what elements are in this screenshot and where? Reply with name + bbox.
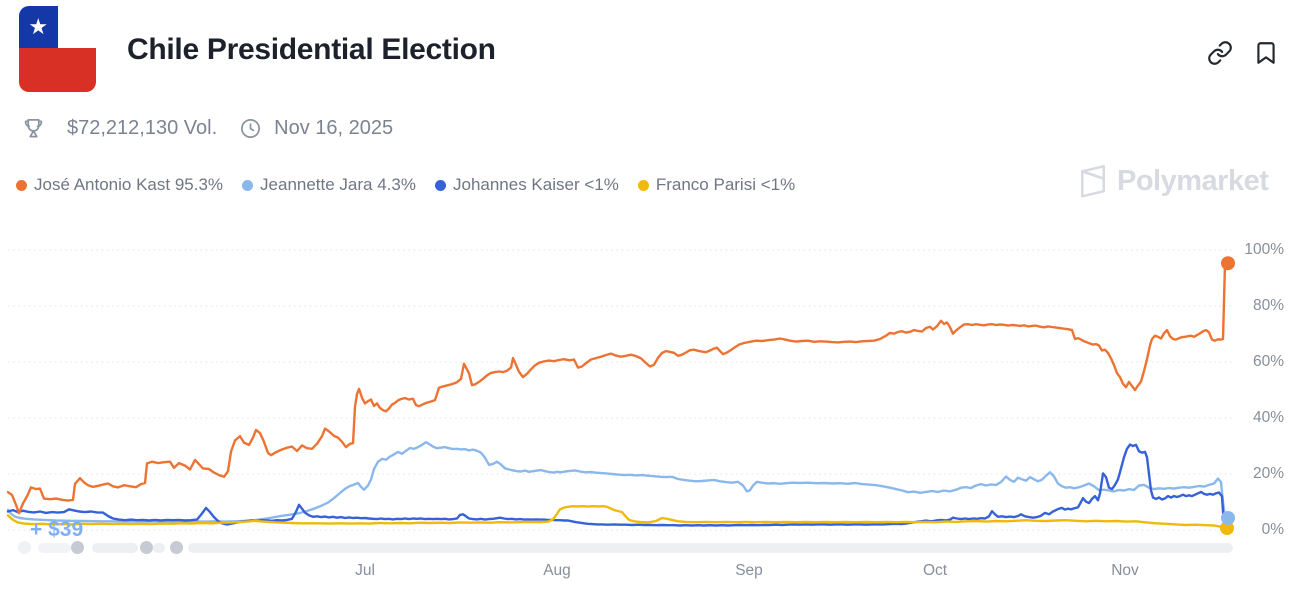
x-axis-label-aug: Aug: [543, 562, 571, 579]
polymarket-watermark: Polymarket: [1078, 164, 1269, 198]
legend-dot-icon: [637, 179, 649, 191]
series-line-franco-parisi: [6, 505, 1229, 530]
y-axis-label-60: 60%: [1252, 353, 1284, 370]
skeleton-pill: [92, 543, 138, 553]
flag-red-stripe: [19, 48, 96, 92]
legend-label: Franco Parisi <1%: [655, 175, 796, 194]
x-axis-label-sep: Sep: [735, 562, 763, 579]
flag-star-icon: ★: [28, 14, 49, 40]
legend-item-johannes-kaiser[interactable]: Johannes Kaiser <1%: [434, 175, 619, 195]
flag-canton: ★: [19, 6, 58, 49]
legend-label: Johannes Kaiser <1%: [452, 175, 619, 194]
skeleton-dot: [71, 541, 84, 554]
series-end-dot-jeannette-jara: [1221, 511, 1235, 525]
polymarket-logo-icon: [1080, 165, 1106, 198]
legend-item-franco-parisi[interactable]: Franco Parisi <1%: [637, 175, 796, 195]
copy-link-button[interactable]: [1202, 36, 1238, 70]
skeleton-dot: [140, 541, 153, 554]
series-line-jose-antonio-kast: [6, 262, 1230, 515]
polymarket-wordmark: Polymarket: [1117, 164, 1269, 197]
link-icon: [1208, 41, 1232, 65]
skeleton-dot: [170, 541, 183, 554]
legend-item-jose-antonio-kast[interactable]: José Antonio Kast 95.3%: [16, 175, 223, 195]
bookmark-icon: [1257, 42, 1275, 64]
y-axis-label-100: 100%: [1244, 241, 1284, 258]
series-end-dot-jose-antonio-kast: [1221, 256, 1235, 271]
price-chart[interactable]: [0, 240, 1307, 540]
series-line-jeannette-jara: [6, 440, 1230, 523]
volume-text: $72,212,130 Vol.: [67, 117, 218, 139]
skeleton-pill: [188, 543, 1233, 553]
chile-flag-icon: ★: [19, 6, 96, 92]
y-axis-label-0: 0%: [1261, 521, 1284, 538]
y-axis-label-40: 40%: [1252, 409, 1284, 426]
legend-item-jeannette-jara[interactable]: Jeannette Jara 4.3%: [242, 175, 416, 195]
end-date-text: Nov 16, 2025: [274, 117, 394, 139]
trophy-icon: [24, 119, 43, 138]
series-line-johannes-kaiser: [6, 443, 1229, 529]
legend-label: Jeannette Jara 4.3%: [260, 175, 416, 194]
profit-indicator: + $39: [30, 518, 84, 541]
x-axis-label-nov: Nov: [1111, 562, 1139, 579]
bookmark-button[interactable]: [1248, 36, 1284, 70]
clock-icon: [241, 119, 261, 138]
skeleton-pill: [153, 543, 165, 553]
skeleton-pill: [38, 543, 71, 553]
legend-label: José Antonio Kast 95.3%: [34, 175, 224, 194]
y-axis-label-20: 20%: [1252, 465, 1284, 482]
legend-dot-icon: [434, 179, 446, 191]
skeleton-dot: [18, 541, 31, 554]
legend-dot-icon: [242, 179, 254, 191]
x-axis-label-jul: Jul: [355, 562, 375, 579]
x-axis-label-oct: Oct: [922, 562, 948, 579]
page-title: Chile Presidential Election: [127, 33, 496, 66]
chart-legend: José Antonio Kast 95.3% Jeannette Jara 4.…: [16, 175, 795, 195]
y-axis-label-80: 80%: [1252, 297, 1284, 314]
legend-dot-icon: [16, 179, 27, 191]
event-stats: $72,212,130 Vol. Nov 16, 2025: [22, 116, 393, 141]
